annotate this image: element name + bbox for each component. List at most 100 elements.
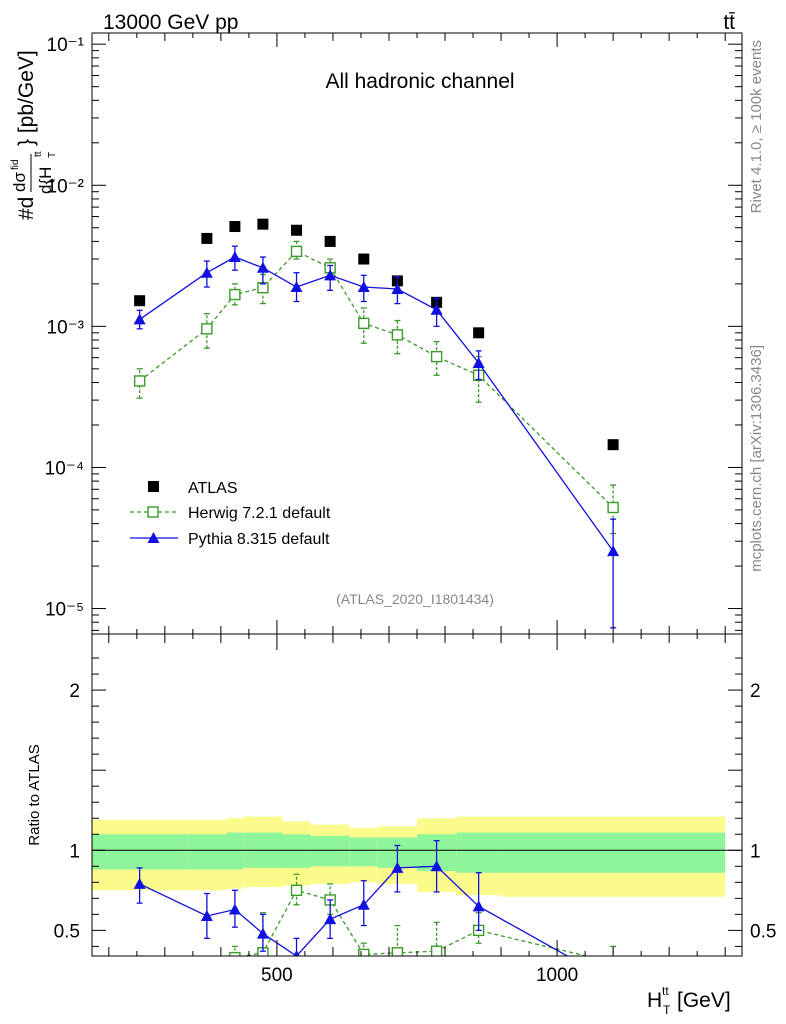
pythia-point: [607, 545, 620, 557]
herwig-point: [290, 245, 303, 258]
ratio-inner-band: [349, 837, 378, 867]
y-label-dsigma: dσ: [10, 172, 29, 192]
herwig-point: [391, 329, 404, 341]
atlas-point: [257, 218, 269, 230]
ratio-herwig-point: [202, 969, 212, 979]
ratio-pythia-point: [357, 898, 370, 910]
ratio-inner-band: [310, 835, 350, 867]
main-y-tick-label: 10⁻⁵: [45, 600, 84, 621]
y-label-sub: T: [47, 152, 58, 158]
herwig-point: [133, 375, 146, 387]
main-axis-ticks: 10⁻⁵ 10⁻⁴ 10⁻³ 10⁻² 10⁻¹: [45, 33, 742, 634]
y-label-units: } [pb/GeV]: [15, 50, 38, 146]
analysis-id-label: (ATLAS_2020_I1801434): [336, 591, 494, 607]
ratio-pythia-point: [391, 861, 404, 873]
pythia-point: [391, 282, 404, 294]
y-label-fid: fid: [10, 159, 21, 170]
ratio-herwig-point: [229, 951, 241, 956]
main-y-axis-label: #d dσ fid d{H T tt } [pb/GeV]: [10, 50, 58, 220]
header-process-label: tt̄: [723, 11, 735, 34]
atlas-point: [201, 232, 213, 244]
ratio-x-tick-label: 1000: [536, 965, 578, 986]
legend-atlas-marker: [148, 481, 159, 492]
herwig-point: [358, 317, 370, 330]
legend-herwig-marker: [147, 506, 159, 518]
ratio-y-tick-label-right: 2: [750, 681, 761, 702]
ratio-y-tick-label-left: 2: [69, 681, 80, 702]
ratio-pythia-point: [607, 976, 619, 987]
ratio-pythia-point: [324, 913, 337, 925]
mcplots-reference-label: mcplots.cern.ch [arXiv:1306.3436]: [748, 345, 765, 572]
herwig-line: [139, 250, 614, 508]
pythia-point: [228, 251, 241, 263]
ratio-pythia-point: [293, 950, 300, 956]
main-plot-title: All hadronic channel: [325, 70, 514, 93]
ratio-y-tick-label-right: 1: [750, 841, 761, 862]
ratio-pythia-point: [200, 909, 213, 921]
ratio-herwig-point: [608, 957, 618, 967]
atlas-point: [291, 224, 303, 236]
header-energy-label: 13000 GeV pp: [103, 11, 238, 34]
y-label-numerator: #d: [15, 197, 38, 220]
legend-atlas-label: ATLAS: [188, 480, 238, 497]
ratio-y-tick-label-left: 1: [69, 841, 80, 862]
rivet-version-label: Rivet 4.1.0, ≥ 100k events: [748, 40, 765, 213]
herwig-point: [201, 323, 213, 335]
ratio-herwig-point: [135, 962, 145, 972]
ratio-axis-ticks: 0.5 0.5 1 1 2 2 500 1000: [54, 634, 776, 986]
x-label-sup: tt: [662, 984, 669, 998]
ratio-pythia-point: [228, 903, 241, 915]
ratio-inner-band: [92, 834, 188, 870]
ratio-inner-band: [501, 832, 726, 873]
ratio-y-tick-label-left: 0.5: [54, 921, 80, 942]
ratio-series-layer: [133, 840, 619, 987]
ratio-herwig-point: [290, 884, 303, 897]
legend-pythia-label: Pythia 8.315 default: [188, 531, 330, 548]
pythia-point: [133, 313, 146, 325]
ratio-panel: 0.5 0.5 1 1 2 2 500 1000 Ratio to ATLAS H T tt …: [26, 633, 776, 1017]
herwig-point: [607, 501, 619, 514]
ratio-herwig-point: [430, 945, 443, 956]
ratio-pythia-point: [133, 877, 146, 889]
ratio-pythia-point: [472, 900, 485, 912]
ratio-y-axis-label: Ratio to ATLAS: [26, 744, 43, 845]
ratio-herwig-line: [240, 889, 590, 956]
ratio-inner-band: [456, 832, 502, 873]
ratio-x-tick-label: 500: [261, 965, 293, 986]
pythia-point: [200, 266, 213, 278]
atlas-point: [607, 439, 619, 451]
pythia-point: [357, 281, 370, 293]
pythia-point: [290, 281, 303, 293]
ratio-inner-band: [282, 834, 311, 868]
atlas-point: [229, 221, 241, 233]
x-label-units: [GeV]: [677, 989, 731, 1012]
x-axis-label: H T tt [GeV]: [647, 984, 731, 1017]
y-label-sup: tt: [33, 151, 44, 157]
atlas-point: [134, 295, 146, 307]
ratio-inner-band: [226, 832, 244, 870]
ratio-y-tick-label-right: 0.5: [750, 921, 776, 942]
main-panel: 10⁻⁵ 10⁻⁴ 10⁻³ 10⁻² 10⁻¹ All hadronic channe…: [10, 32, 743, 635]
pythia-point: [256, 261, 269, 273]
ratio-inner-band: [187, 834, 227, 870]
main-y-tick-label: 10⁻⁴: [45, 458, 84, 479]
x-label-h: H: [647, 989, 662, 1012]
legend-pythia-marker: [147, 532, 160, 543]
ratio-uncertainty-bands: [92, 816, 726, 897]
legend: ATLAS Herwig 7.2.1 default Pythia 8.315 …: [130, 480, 331, 548]
pythia-point: [472, 356, 485, 368]
pythia-point: [430, 303, 443, 315]
legend-herwig-label: Herwig 7.2.1 default: [188, 505, 331, 522]
atlas-point: [324, 235, 336, 247]
ratio-herwig-point: [358, 948, 370, 956]
y-label-denominator: d{H: [36, 167, 55, 194]
main-y-tick-label: 10⁻²: [47, 176, 85, 197]
main-y-tick-label: 10⁻³: [47, 317, 85, 338]
atlas-point: [473, 327, 485, 339]
ratio-herwig-point: [391, 947, 404, 956]
main-series-layer: [133, 218, 620, 629]
herwig-point: [430, 350, 443, 363]
main-y-tick-label: 10⁻¹: [47, 35, 85, 56]
pythia-point: [324, 269, 337, 281]
